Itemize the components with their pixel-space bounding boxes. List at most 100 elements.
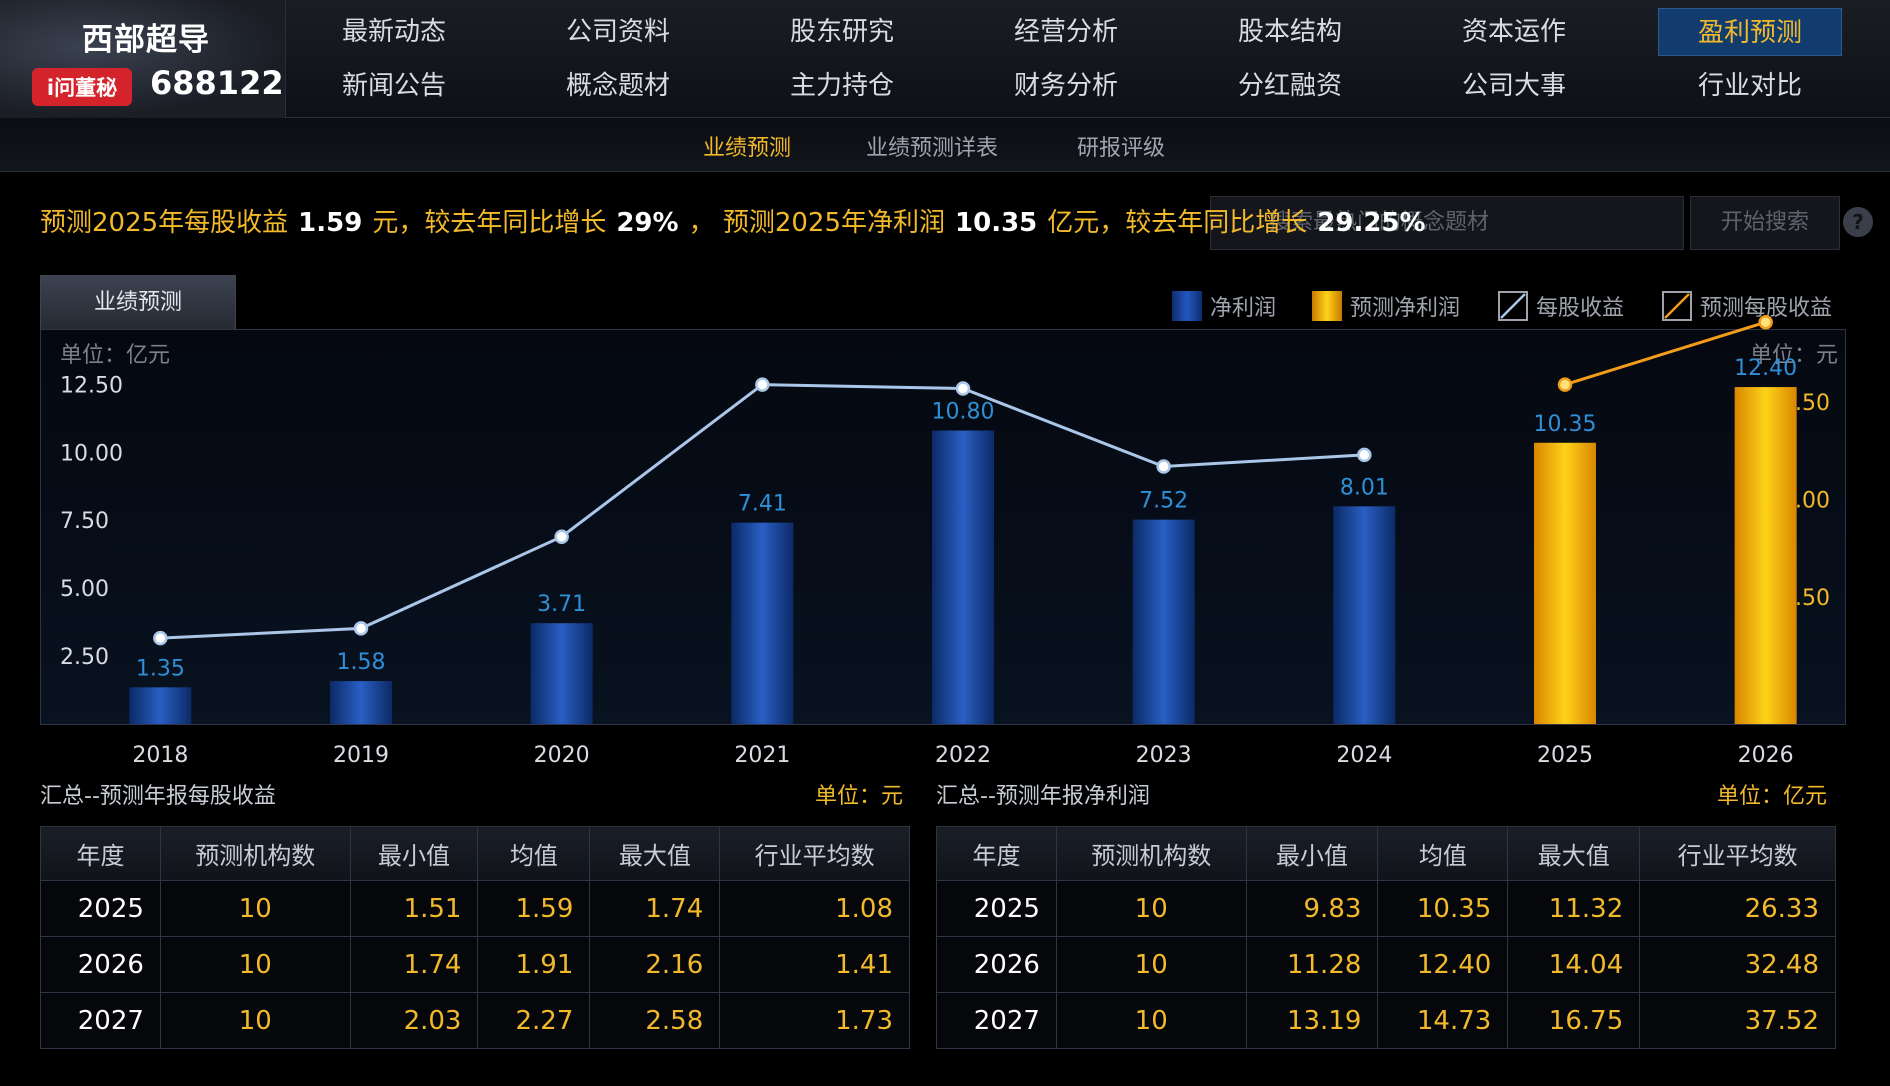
nav-capital-operation[interactable]: 资本运作 xyxy=(1461,17,1566,47)
nav-operation-analysis[interactable]: 经营分析 xyxy=(1013,17,1118,47)
subnav-performance-forecast[interactable]: 业绩预测 xyxy=(703,136,792,161)
subnav-forecast-details[interactable]: 业绩预测详表 xyxy=(866,136,999,161)
cell-min: 1.74 xyxy=(349,936,479,993)
cell-min: 11.28 xyxy=(1245,936,1379,993)
nav-shareholder-research[interactable]: 股东研究 xyxy=(789,17,894,47)
col-mean: 均值 xyxy=(477,826,591,881)
x-tick-label: 2026 xyxy=(1738,743,1794,768)
forecast-eps-line xyxy=(1564,320,1767,387)
cell-max: 2.16 xyxy=(589,936,721,993)
chart-tab-performance[interactable]: 业绩预测 xyxy=(40,275,236,329)
x-tick-label: 2025 xyxy=(1537,743,1593,768)
company-name: 西部超导 xyxy=(82,22,210,58)
nav-latest-news[interactable]: 最新动态 xyxy=(341,17,446,47)
eps-point xyxy=(755,377,770,392)
nav-news-announcements[interactable]: 新闻公告 xyxy=(341,71,446,101)
summary-profit-value: 10.35 xyxy=(955,208,1038,238)
bar-value-label: 1.58 xyxy=(337,650,386,675)
main-nav: 最新动态 公司资料 股东研究 经营分析 股本结构 资本运作 盈利预测 新闻公告 … xyxy=(290,8,1880,112)
help-icon[interactable]: ? xyxy=(1843,207,1873,237)
cell-institutions: 10 xyxy=(159,936,351,993)
eps-point xyxy=(554,529,569,545)
eps-table-title: 汇总--预测年报每股收益 xyxy=(40,784,276,809)
nav-company-info[interactable]: 公司资料 xyxy=(565,17,670,47)
legend-swatch-forecast-eps xyxy=(1662,291,1692,321)
legend-forecast-net-profit[interactable]: 预测净利润 xyxy=(1312,290,1460,322)
col-industry-avg: 行业平均数 xyxy=(1639,826,1836,881)
profit-table-unit: 单位：亿元 xyxy=(1717,784,1828,809)
bar-value-label: 10.80 xyxy=(932,400,995,425)
col-institutions: 预测机构数 xyxy=(159,826,351,881)
nav-company-events[interactable]: 公司大事 xyxy=(1461,71,1566,101)
cell-max: 2.58 xyxy=(589,992,721,1049)
summary-eps-label: 预测2025年每股收益 xyxy=(40,208,289,238)
cell-year: 2026 xyxy=(936,936,1057,993)
eps-point xyxy=(153,630,168,646)
col-industry-avg: 行业平均数 xyxy=(719,826,910,881)
search-input[interactable]: 搜索最热门的概念题材 xyxy=(1210,196,1684,250)
col-min: 最小值 xyxy=(1245,826,1379,881)
left-tick-label: 7.50 xyxy=(60,509,109,534)
x-tick-label: 2019 xyxy=(333,743,389,768)
nav-dividend-financing[interactable]: 分红融资 xyxy=(1237,71,1342,101)
bar-net-profit xyxy=(932,430,994,724)
profit-table: 年度 预测机构数 最小值 均值 最大值 行业平均数 2025 10 9.83 1… xyxy=(936,826,1836,1049)
bar-net-profit xyxy=(731,522,794,724)
profit-table-title: 汇总--预测年报净利润 xyxy=(936,784,1150,809)
cell-min: 13.19 xyxy=(1245,992,1379,1049)
legend-eps[interactable]: 每股收益 xyxy=(1498,290,1624,322)
summary-profit-growth-label: 亿元，较去年同比增长 xyxy=(1047,208,1308,238)
cell-mean: 1.59 xyxy=(477,880,591,937)
cell-max: 1.74 xyxy=(589,880,721,937)
subnav-research-ratings[interactable]: 研报评级 xyxy=(1077,136,1166,161)
right-axis-unit: 单位：元 xyxy=(1750,343,1838,368)
forecast-summary: 预测2025年每股收益 1.59 元，较去年同比增长 29% ， 预测2025年净利润 1… xyxy=(40,202,1436,239)
bar-value-label: 3.71 xyxy=(537,592,586,617)
left-tick-label: 12.50 xyxy=(60,373,123,398)
bar-net-profit xyxy=(530,623,593,724)
bar-value-label: 1.35 xyxy=(136,656,185,681)
summary-profit-growth: 29.25% xyxy=(1317,208,1426,238)
col-mean: 均值 xyxy=(1377,826,1509,881)
cell-mean: 1.91 xyxy=(477,936,591,993)
cell-industry-avg: 37.52 xyxy=(1639,992,1836,1049)
nav-share-structure[interactable]: 股本结构 xyxy=(1237,17,1342,47)
col-max: 最大值 xyxy=(1507,826,1641,881)
legend-label-forecast-net-profit: 预测净利润 xyxy=(1350,296,1461,321)
cell-year: 2025 xyxy=(936,880,1057,937)
nav-industry-comparison[interactable]: 行业对比 xyxy=(1697,71,1802,101)
legend-net-profit[interactable]: 净利润 xyxy=(1172,290,1276,322)
cell-industry-avg: 1.73 xyxy=(719,992,910,1049)
eps-point xyxy=(1357,447,1372,463)
eps-point xyxy=(1156,459,1171,474)
nav-profit-forecast[interactable]: 盈利预测 xyxy=(1658,8,1842,56)
ask-secretary-button[interactable]: i问董秘 xyxy=(32,68,132,106)
cell-industry-avg: 1.41 xyxy=(719,936,910,993)
nav-main-holdings[interactable]: 主力持仓 xyxy=(789,71,894,101)
col-max: 最大值 xyxy=(589,826,721,881)
bar-net-profit xyxy=(330,681,392,724)
eps-table-header: 年度 预测机构数 最小值 均值 最大值 行业平均数 xyxy=(40,826,910,881)
left-tick-label: 10.00 xyxy=(60,441,123,466)
stock-code: 688122 xyxy=(150,64,284,102)
legend-swatch-net-profit xyxy=(1172,291,1202,321)
bar-value-label: 7.52 xyxy=(1139,489,1188,514)
col-institutions: 预测机构数 xyxy=(1055,826,1247,881)
table-row: 2026 10 11.28 12.40 14.04 32.48 xyxy=(936,936,1836,993)
search-button[interactable]: 开始搜索 xyxy=(1690,196,1840,250)
eps-table: 年度 预测机构数 最小值 均值 最大值 行业平均数 2025 10 1.51 1… xyxy=(40,826,910,1049)
cell-mean: 14.73 xyxy=(1377,992,1509,1049)
bar-value-label: 8.01 xyxy=(1340,475,1389,500)
eps-point xyxy=(955,381,971,396)
nav-financial-analysis[interactable]: 财务分析 xyxy=(1013,71,1118,101)
summary-eps-growth: 29% xyxy=(616,208,679,238)
nav-concept-themes[interactable]: 概念题材 xyxy=(565,71,670,101)
cell-year: 2026 xyxy=(40,936,161,993)
cell-min: 1.51 xyxy=(349,880,479,937)
legend-swatch-forecast-net-profit xyxy=(1312,291,1342,321)
cell-institutions: 10 xyxy=(1055,992,1247,1049)
bar-net-profit xyxy=(1333,506,1396,724)
forecast-eps-point xyxy=(1557,377,1573,392)
cell-mean: 10.35 xyxy=(1377,880,1509,937)
